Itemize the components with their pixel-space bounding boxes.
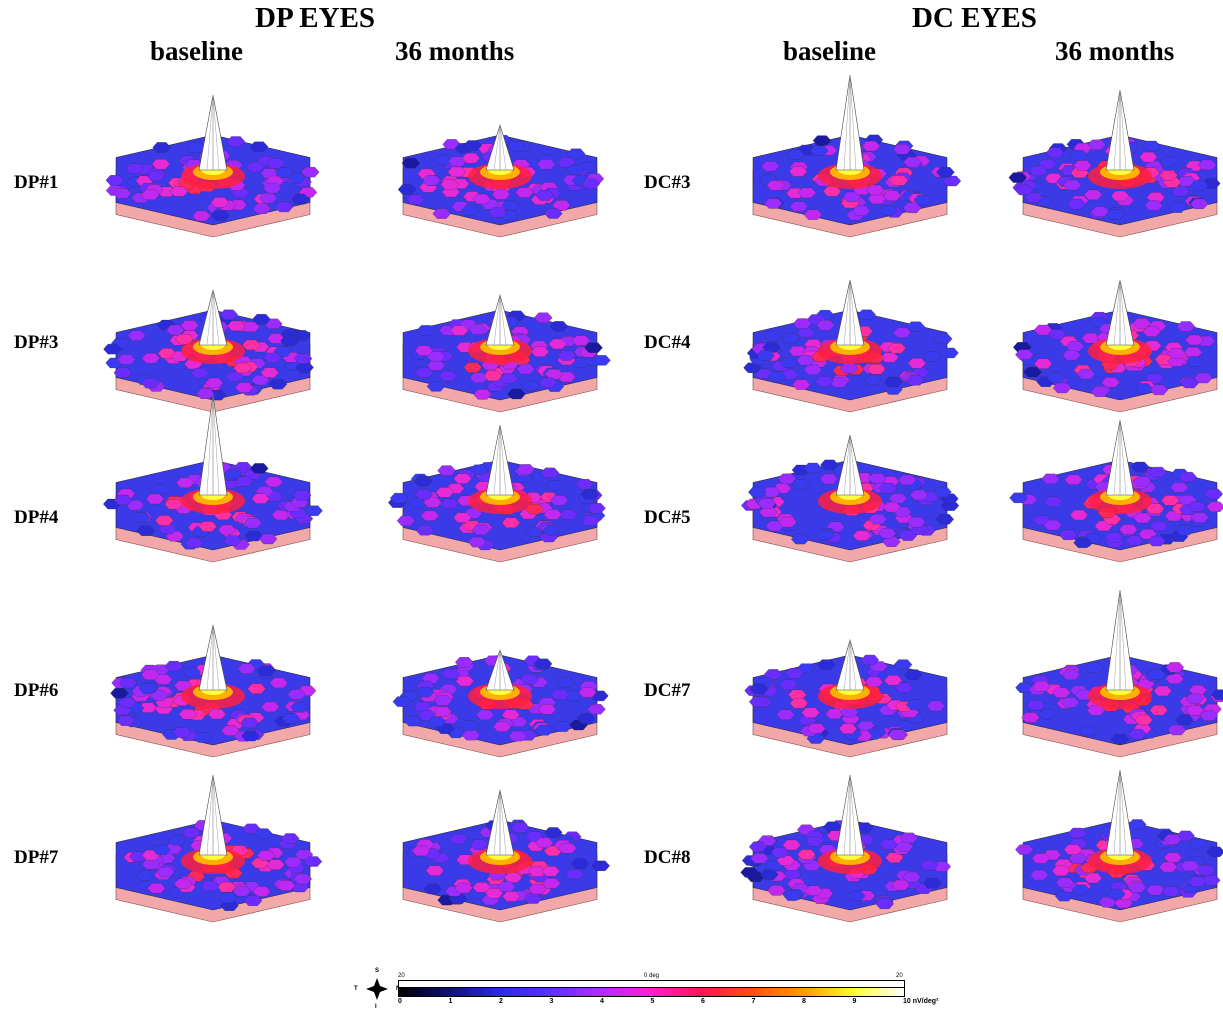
scale-tick-label: 7 [752,998,756,1005]
dc-36-months-title: 36 months [1055,36,1174,67]
scale-tick-label: 1 [449,998,453,1005]
scale-tick-label: 0 [398,998,402,1005]
trace-array-plot [735,780,965,950]
scale-tick-label: 3 [550,998,554,1005]
row-label-dp1: DP#1 [14,172,58,194]
row-label-dc8: DC#8 [644,847,690,869]
trace-array-plot [385,615,615,785]
trace-array-plot [98,780,328,950]
scale-tick-label: 6 [701,998,705,1005]
trace-array-plot [1005,270,1223,440]
trace-array-plot [385,780,615,950]
dc-baseline-title: baseline [783,36,876,67]
compass-icon [360,972,394,1006]
compass-t: T [354,986,358,992]
dp-baseline-title: baseline [150,36,243,67]
compass-s: S [375,968,379,974]
row-label-dp6: DP#6 [14,680,58,702]
compass-i: I [375,1004,377,1010]
angle-right: 20 [896,973,903,979]
dp-eyes-title: DP EYES [255,2,375,35]
dc-eyes-title: DC EYES [912,2,1037,35]
trace-array-plot [98,420,328,590]
scale-tick-label: 10 nV/deg² [903,998,938,1005]
dp-36-months-title: 36 months [395,36,514,67]
color-bar [398,987,905,997]
trace-array-plot [385,270,615,440]
row-label-dp3: DP#3 [14,332,58,354]
trace-array-plot [735,270,965,440]
scale-tick-label: 2 [499,998,503,1005]
row-label-dp4: DP#4 [14,507,58,529]
trace-array-plot [385,95,615,265]
angle-left: 20 [398,973,405,979]
trace-array-plot [1005,780,1223,950]
scale-tick-label: 9 [853,998,857,1005]
trace-array-plot [385,420,615,590]
row-label-dc7: DC#7 [644,680,690,702]
trace-array-plot [98,615,328,785]
trace-array-plot [735,615,965,785]
row-label-dc5: DC#5 [644,507,690,529]
scale-tick-label: 5 [651,998,655,1005]
trace-array-plot [735,95,965,265]
scale-tick-label: 4 [600,998,604,1005]
row-label-dp7: DP#7 [14,847,58,869]
trace-array-plot [1005,420,1223,590]
trace-array-plot [735,420,965,590]
row-label-dc3: DC#3 [644,172,690,194]
trace-array-plot [1005,615,1223,785]
row-label-dc4: DC#4 [644,332,690,354]
trace-array-plot [1005,95,1223,265]
scale-tick-label: 8 [802,998,806,1005]
angle-center: 0 deg [644,973,659,979]
trace-array-plot [98,95,328,265]
